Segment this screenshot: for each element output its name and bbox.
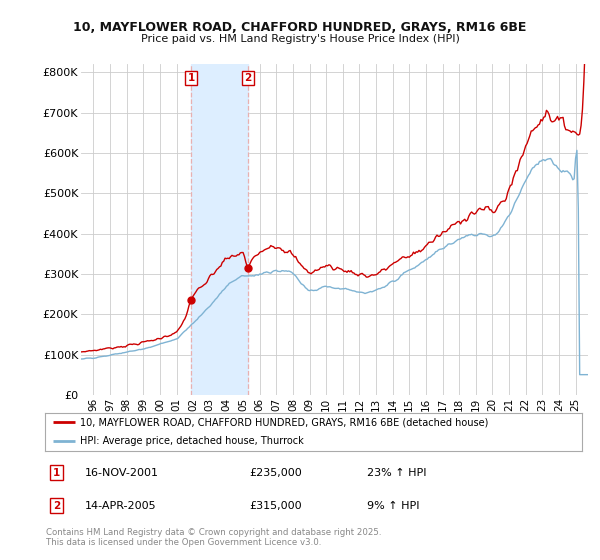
Text: Contains HM Land Registry data © Crown copyright and database right 2025.
This d: Contains HM Land Registry data © Crown c… bbox=[46, 528, 382, 547]
Text: Price paid vs. HM Land Registry's House Price Index (HPI): Price paid vs. HM Land Registry's House … bbox=[140, 34, 460, 44]
Text: 1: 1 bbox=[53, 468, 61, 478]
Text: 14-APR-2005: 14-APR-2005 bbox=[85, 501, 157, 511]
Text: 2: 2 bbox=[53, 501, 61, 511]
Text: 16-NOV-2001: 16-NOV-2001 bbox=[85, 468, 159, 478]
Text: 2: 2 bbox=[244, 73, 251, 83]
Text: 1: 1 bbox=[188, 73, 195, 83]
Text: 10, MAYFLOWER ROAD, CHAFFORD HUNDRED, GRAYS, RM16 6BE (detached house): 10, MAYFLOWER ROAD, CHAFFORD HUNDRED, GR… bbox=[80, 417, 488, 427]
Text: 23% ↑ HPI: 23% ↑ HPI bbox=[367, 468, 427, 478]
Text: £315,000: £315,000 bbox=[249, 501, 302, 511]
Text: £235,000: £235,000 bbox=[249, 468, 302, 478]
Bar bbox=[191, 64, 248, 395]
Text: HPI: Average price, detached house, Thurrock: HPI: Average price, detached house, Thur… bbox=[80, 436, 304, 446]
Text: 10, MAYFLOWER ROAD, CHAFFORD HUNDRED, GRAYS, RM16 6BE: 10, MAYFLOWER ROAD, CHAFFORD HUNDRED, GR… bbox=[73, 21, 527, 34]
Text: 9% ↑ HPI: 9% ↑ HPI bbox=[367, 501, 420, 511]
